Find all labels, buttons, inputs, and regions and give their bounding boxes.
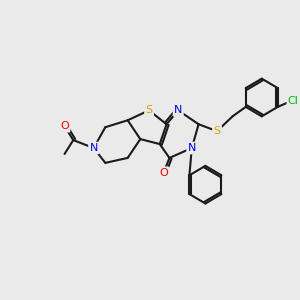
Text: Cl: Cl bbox=[288, 96, 299, 106]
Text: N: N bbox=[89, 143, 98, 153]
Text: N: N bbox=[188, 143, 196, 153]
Text: O: O bbox=[60, 121, 69, 131]
Text: N: N bbox=[174, 105, 182, 116]
Text: S: S bbox=[214, 126, 220, 136]
Text: S: S bbox=[146, 105, 153, 116]
Text: O: O bbox=[159, 168, 168, 178]
